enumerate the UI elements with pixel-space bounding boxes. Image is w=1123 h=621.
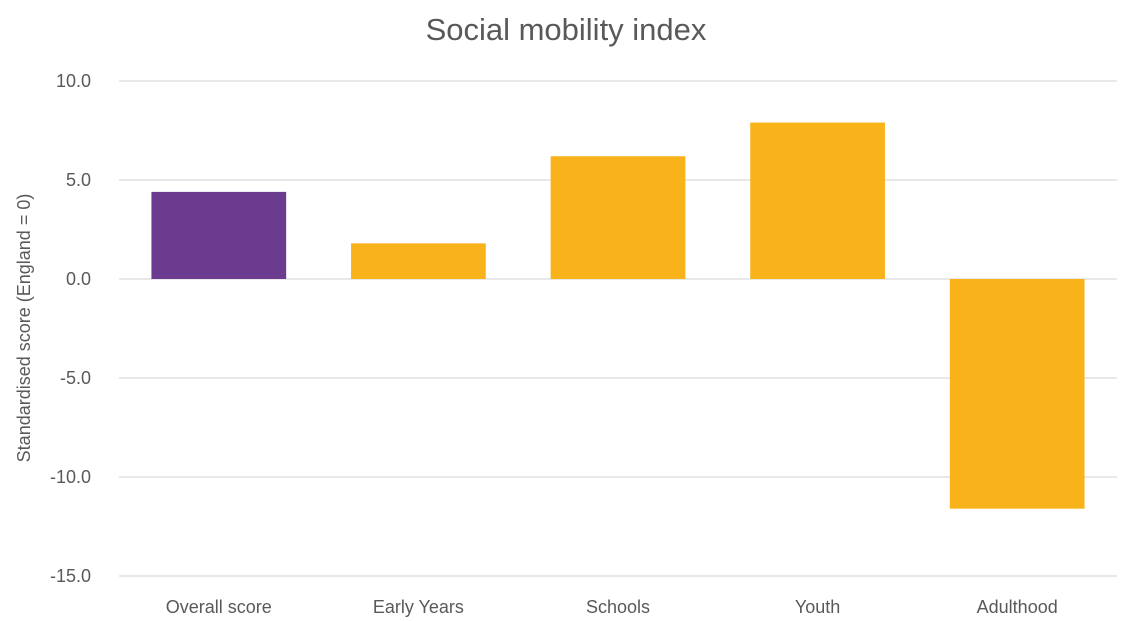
y-tick-label: -5.0 [60, 368, 91, 388]
x-tick-label: Overall score [166, 597, 272, 617]
y-tick-label: 5.0 [66, 170, 91, 190]
y-tick-label: 10.0 [56, 71, 91, 91]
bar [151, 191, 287, 279]
bars [151, 122, 1085, 509]
y-tick-label: -10.0 [50, 467, 91, 487]
bar [750, 122, 885, 279]
x-axis-ticks: Overall score Early Years Schools Youth Adul… [166, 597, 1058, 617]
x-tick-label: Schools [586, 597, 650, 617]
bar [351, 243, 486, 279]
x-tick-label: Adulthood [977, 597, 1058, 617]
y-tick-label: 0.0 [66, 269, 91, 289]
x-tick-label: Youth [795, 597, 840, 617]
chart-title: Social mobility index [426, 12, 707, 47]
y-tick-label: -15.0 [50, 566, 91, 586]
y-axis-ticks: 10.0 5.0 0.0 -5.0 -10.0 -15.0 [50, 71, 91, 586]
x-tick-label: Early Years [373, 597, 464, 617]
y-axis-title: Standardised score (England = 0) [14, 194, 34, 463]
bar [550, 156, 686, 279]
bar [949, 279, 1085, 509]
